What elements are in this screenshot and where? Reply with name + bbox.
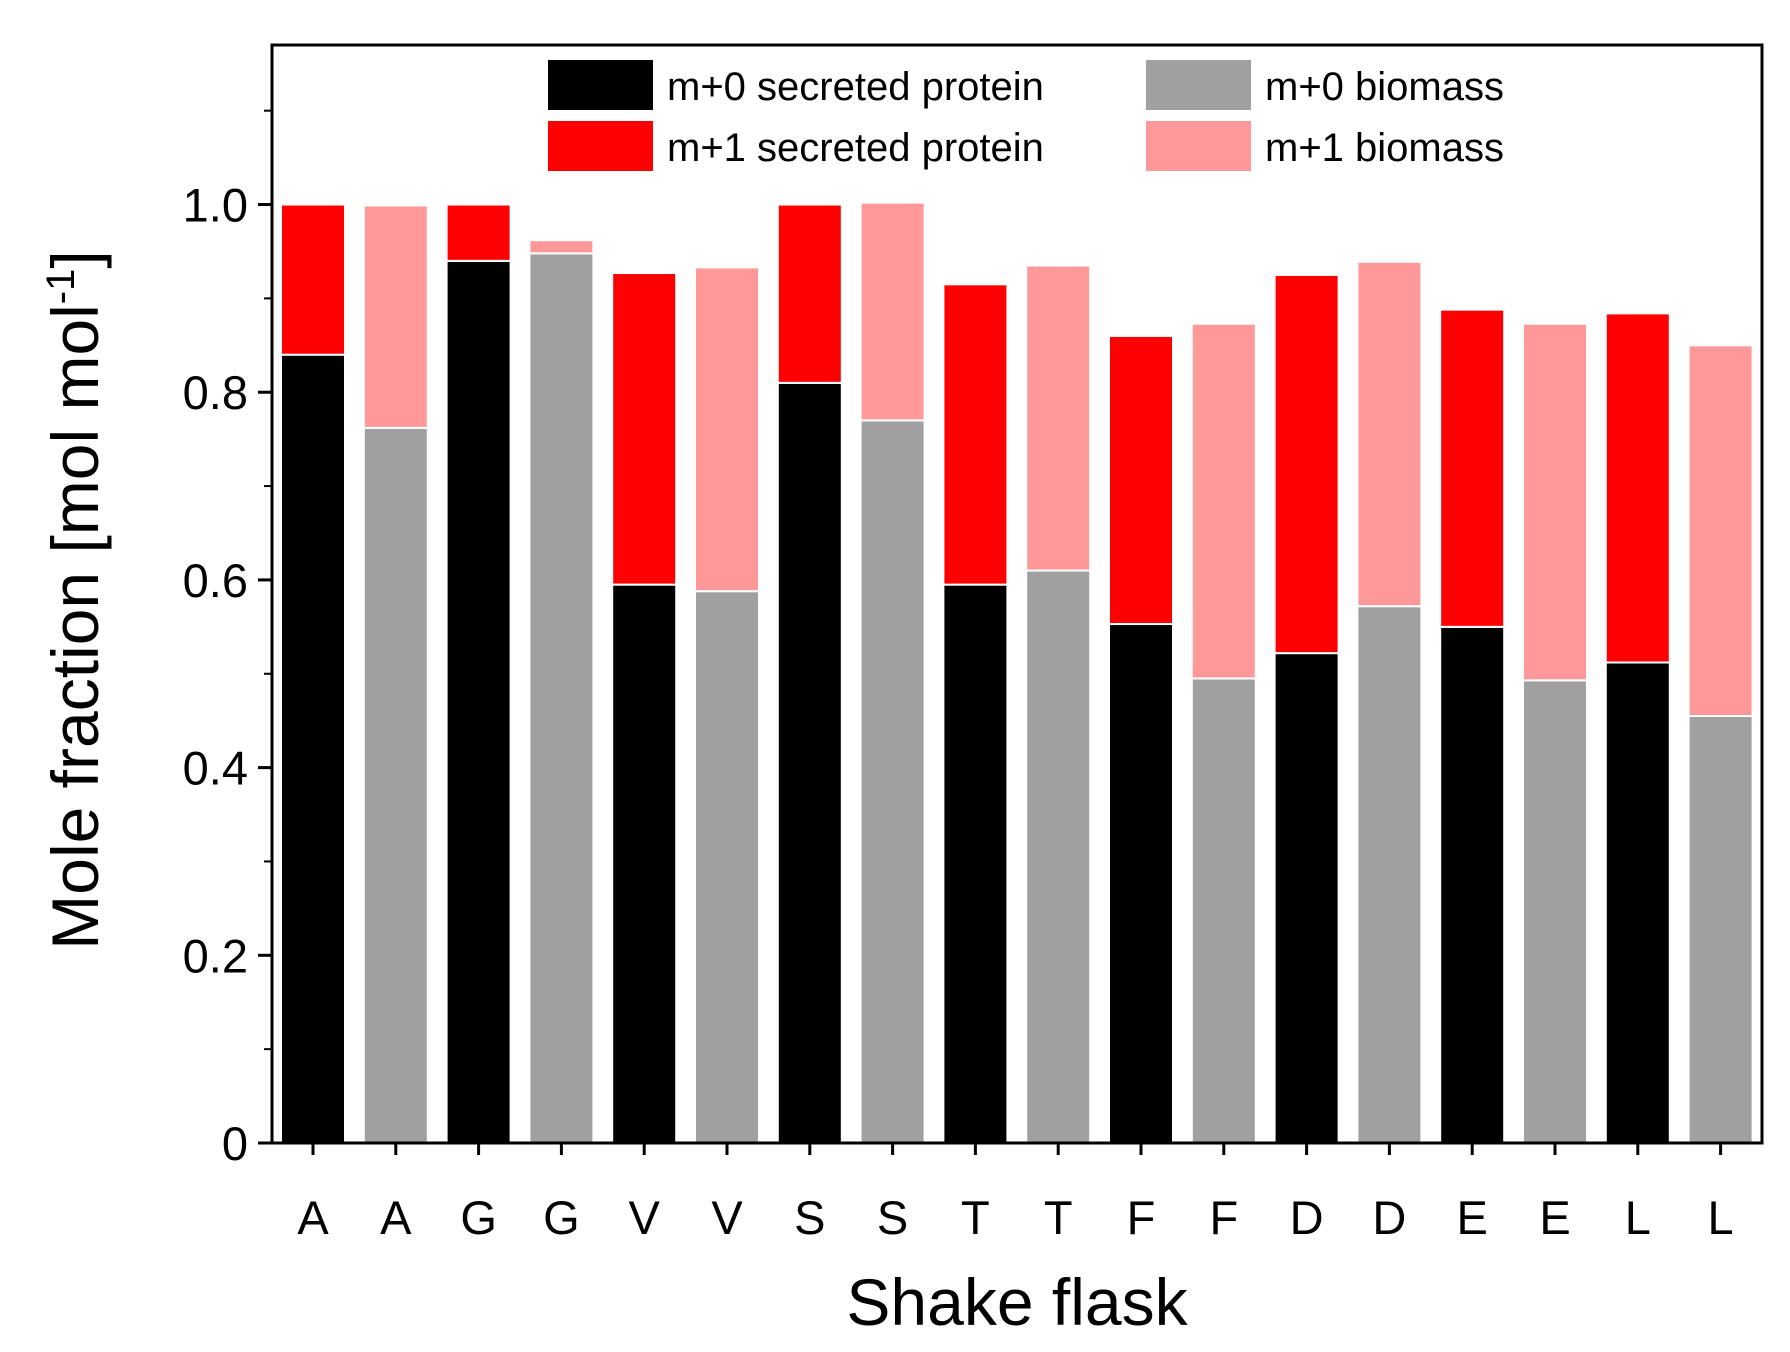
bar-f-biomass-series-2 [1190, 677, 1257, 1144]
x-tick-label: E [1539, 1191, 1570, 1244]
bar-v-protein-series-0 [611, 583, 678, 1144]
bar-v-biomass-series-2 [694, 590, 760, 1144]
x-tick-label: A [297, 1191, 329, 1244]
x-tick-label: D [1290, 1191, 1324, 1244]
legend-label-3: m+1 biomass [1265, 126, 1504, 170]
bar-t-protein-series-0 [942, 583, 1009, 1144]
bar-l-biomass-series-3 [1687, 344, 1754, 717]
bar-d-protein-series-1 [1273, 273, 1340, 655]
legend-swatch-0 [548, 60, 653, 110]
bar-l-biomass-series-2 [1687, 715, 1754, 1144]
bar-f-protein-series-1 [1108, 334, 1174, 626]
bar-d-protein-series-0 [1273, 652, 1340, 1144]
bar-g-biomass-series-2 [528, 252, 595, 1145]
bar-t-biomass-series-3 [1025, 264, 1092, 572]
bar-t-biomass-series-2 [1025, 569, 1092, 1144]
x-tick-label: S [794, 1191, 825, 1244]
x-axis-title: Shake flask [846, 1265, 1188, 1339]
bar-a-biomass-series-3 [362, 204, 429, 429]
y-tick-label: 0.4 [183, 742, 248, 795]
x-tick-label: G [460, 1191, 497, 1244]
x-tick-label: L [1625, 1191, 1651, 1244]
x-tick-label: G [543, 1191, 580, 1244]
bar-s-protein-series-1 [776, 203, 843, 384]
y-tick-label: 0 [222, 1117, 248, 1170]
x-tick-label: F [1127, 1191, 1156, 1244]
legend-swatch-3 [1146, 121, 1251, 171]
y-axis-title-close: ] [38, 250, 112, 268]
bar-t-protein-series-1 [942, 283, 1009, 586]
bar-s-biomass-series-2 [859, 419, 926, 1144]
bar-l-protein-series-1 [1604, 312, 1671, 664]
x-tick-label: V [629, 1191, 661, 1244]
bars-group [280, 201, 1754, 1145]
bar-f-biomass-series-3 [1190, 322, 1257, 680]
bar-s-biomass-series-3 [859, 201, 926, 422]
bar-d-biomass-series-2 [1356, 605, 1423, 1144]
legend-swatch-1 [548, 121, 653, 171]
bar-f-protein-series-0 [1108, 623, 1174, 1144]
bar-s-protein-series-0 [776, 381, 843, 1145]
bar-d-biomass-series-3 [1356, 260, 1423, 608]
bar-v-biomass-series-3 [694, 266, 760, 593]
y-tick-label: 0.6 [183, 554, 248, 607]
legend: m+0 secreted protein m+0 biomass m+1 secre… [548, 60, 1504, 171]
x-tick-label: E [1457, 1191, 1488, 1244]
bar-g-protein-series-0 [445, 259, 512, 1145]
y-tick-label: 0.8 [183, 366, 248, 419]
y-tick-label: 1.0 [183, 179, 248, 232]
bar-g-biomass-series-3 [528, 239, 595, 255]
plot-frame [270, 43, 1764, 1145]
bar-a-protein-series-0 [280, 353, 346, 1144]
y-axis-title-main: Mole fraction [mol mol [38, 304, 112, 950]
bar-e-protein-series-1 [1439, 308, 1506, 628]
y-tick-label: 0.2 [183, 929, 248, 982]
x-tick-label: T [961, 1191, 990, 1244]
x-tick-label: V [711, 1191, 743, 1244]
x-tick-label: L [1708, 1191, 1734, 1244]
bar-e-biomass-series-2 [1522, 679, 1588, 1144]
bar-l-protein-series-0 [1604, 661, 1671, 1144]
bar-g-protein-series-1 [445, 203, 512, 262]
bar-v-protein-series-1 [611, 272, 678, 586]
x-tick-label: A [380, 1191, 412, 1244]
legend-label-1: m+1 secreted protein [667, 126, 1044, 170]
y-axis-title: Mole fraction [mol mol-1] [38, 250, 112, 949]
legend-label-2: m+0 biomass [1265, 65, 1504, 109]
y-axis: 0 0.2 0.4 0.6 0.8 1.0 [183, 109, 272, 1170]
legend-swatch-2 [1146, 60, 1251, 110]
x-tick-label: F [1209, 1191, 1238, 1244]
x-tick-label: S [877, 1191, 908, 1244]
bar-a-biomass-series-2 [362, 426, 429, 1144]
bar-a-protein-series-1 [280, 203, 346, 356]
x-tick-label: D [1372, 1191, 1406, 1244]
bar-e-protein-series-0 [1439, 625, 1506, 1144]
bar-e-biomass-series-3 [1522, 322, 1588, 682]
y-axis-title-superscript: -1 [39, 269, 83, 305]
legend-label-0: m+0 secreted protein [667, 65, 1044, 109]
x-tick-label: T [1044, 1191, 1073, 1244]
